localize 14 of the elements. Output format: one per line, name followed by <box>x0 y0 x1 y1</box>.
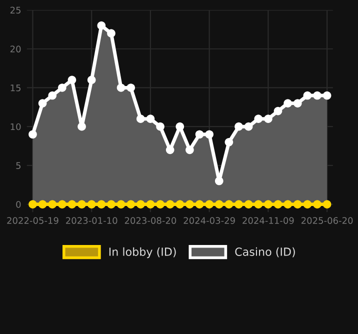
y-tick-label: 0 <box>16 201 21 208</box>
legend-label: Casino (ID) <box>235 247 295 258</box>
y-tick-label: 15 <box>10 84 21 92</box>
x-tick-label: 2022-05-19 <box>7 217 58 224</box>
x-tick-label: 2024-03-29 <box>184 217 235 224</box>
legend-label: In lobby (ID) <box>109 247 176 258</box>
x-tick-label: 2024-11-09 <box>242 217 294 224</box>
y-tick-label: 25 <box>10 6 21 14</box>
x-tick-label: 2023-01-10 <box>66 217 118 224</box>
y-tick-label: 10 <box>10 123 21 130</box>
y-tick-label: 5 <box>16 162 21 170</box>
y-tick-label: 20 <box>10 46 21 52</box>
x-tick-label: 2025-06-20 <box>301 217 353 224</box>
x-tick-label: 2023-08-20 <box>124 217 176 224</box>
